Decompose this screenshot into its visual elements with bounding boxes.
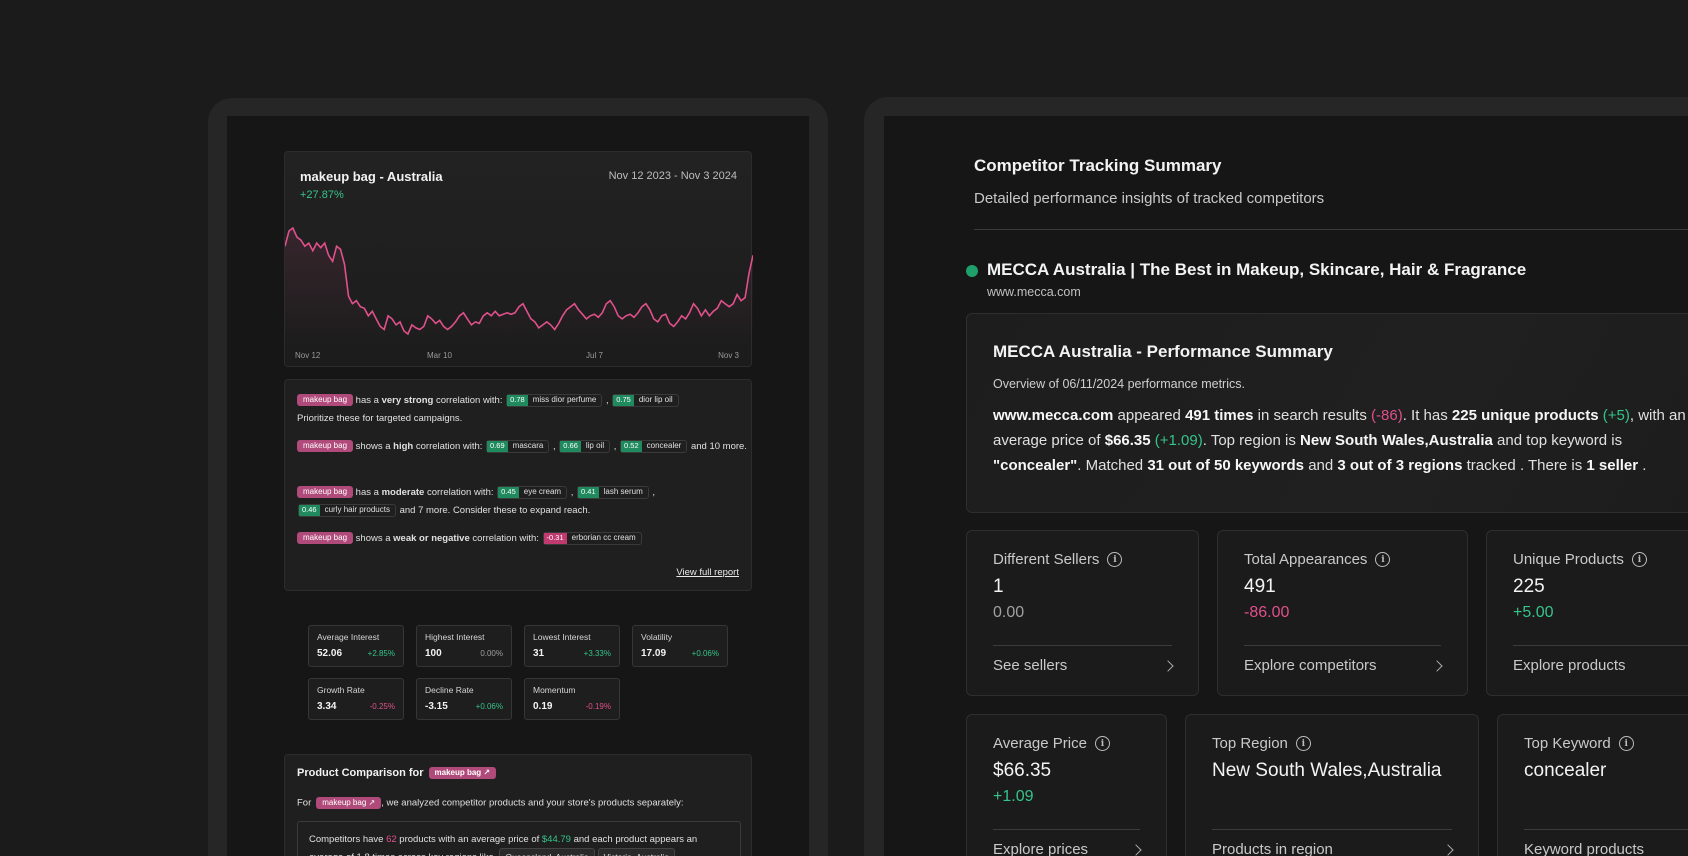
performance-summary-card: MECCA Australia - Performance Summary Ov… <box>966 313 1688 513</box>
trend-chart-card: makeup bag - Australia +27.87% Nov 12 20… <box>284 151 753 367</box>
x-tick-label: Mar 10 <box>427 351 452 360</box>
correlation-chip[interactable]: 0.66 lip oil <box>559 439 611 453</box>
chart-change: +27.87% <box>300 189 344 201</box>
status-dot-icon <box>966 265 978 277</box>
x-tick-label: Nov 3 <box>718 351 739 360</box>
keyword-tag[interactable]: makeup bag <box>297 394 354 407</box>
info-icon[interactable]: i <box>1295 736 1311 751</box>
keyword-tag[interactable]: makeup bag <box>297 440 354 453</box>
right-screen: Competitor Tracking Summary Detailed per… <box>884 116 1688 856</box>
correlation-chip[interactable]: 0.52 concealer <box>620 439 688 453</box>
trend-area <box>285 228 753 342</box>
correlation-chip[interactable]: 0.69 mascara <box>486 439 550 453</box>
products-in-region-link[interactable]: Products in region <box>1212 841 1454 856</box>
metric-top-region: Top Region i New South Wales,Australia Pr… <box>1185 714 1479 856</box>
correlation-chip[interactable]: 0.46 curly hair products <box>298 503 396 517</box>
chevron-right-icon <box>1442 843 1454 856</box>
competitor-url[interactable]: www.mecca.com <box>987 285 1081 299</box>
explore-prices-link[interactable]: Explore prices <box>993 841 1142 856</box>
performance-description: www.mecca.com appeared 491 times in sear… <box>993 407 1686 474</box>
page-subtitle: Detailed performance insights of tracked… <box>974 190 1325 207</box>
explore-products-link[interactable]: Explore products <box>1513 657 1626 674</box>
product-comparison-subtitle: For makeup bag ↗, we analyzed competitor … <box>297 797 684 809</box>
region-chip[interactable]: Victoria, Australia <box>597 848 676 856</box>
info-icon[interactable]: i <box>1618 736 1634 751</box>
info-icon[interactable]: i <box>1375 552 1391 567</box>
stat-momentum: Momentum 0.19 -0.19% <box>524 678 620 720</box>
keyword-tag[interactable]: makeup bag <box>297 486 354 499</box>
chevron-right-icon <box>1162 659 1174 672</box>
stat-highest-interest: Highest Interest 100 0.00% <box>416 625 512 667</box>
keyword-tag[interactable]: makeup bag <box>297 532 354 545</box>
trend-line-chart <box>285 226 753 342</box>
correlation-chip[interactable]: 0.75 dior lip oil <box>612 393 679 407</box>
divider <box>974 229 1688 230</box>
keyword-products-link[interactable]: Keyword products <box>1524 841 1645 856</box>
correlation-card: makeup bag has a very strong correlation… <box>284 379 752 591</box>
page-title: Competitor Tracking Summary <box>974 156 1222 175</box>
correlation-chip[interactable]: 0.45 eye cream <box>497 485 568 499</box>
region-chip[interactable]: Queensland, Australia <box>499 848 595 856</box>
stat-decline-rate: Decline Rate -3.15 +0.06% <box>416 678 512 720</box>
stat-growth-rate: Growth Rate 3.34 -0.25% <box>308 678 404 720</box>
chevron-right-icon <box>1130 843 1142 856</box>
correlation-chip[interactable]: 0.78 miss dior perfume <box>506 393 603 407</box>
performance-title: MECCA Australia - Performance Summary <box>993 342 1333 361</box>
info-icon[interactable]: i <box>1094 736 1110 751</box>
explore-competitors-link[interactable]: Explore competitors <box>1244 657 1443 674</box>
correlation-chip[interactable]: -0.31 erborian cc cream <box>542 531 642 545</box>
metric-top-keyword: Top Keyword i concealer Keyword products <box>1497 714 1688 856</box>
info-icon[interactable]: i <box>1631 552 1647 567</box>
keyword-link-tag[interactable]: makeup bag ↗ <box>316 797 382 809</box>
correlation-moderate: makeup bag has a moderate correlation wi… <box>297 484 747 520</box>
competitor-summary-box: Competitors have 62 products with an ave… <box>297 821 741 856</box>
product-comparison-card: Product Comparison for makeup bag ↗ For ma… <box>284 754 752 856</box>
see-sellers-link[interactable]: See sellers <box>993 657 1174 674</box>
performance-subtitle: Overview of 06/11/2024 performance metri… <box>993 377 1245 391</box>
metric-average-price: Average Price i $66.35 +1.09 Explore pric… <box>966 714 1167 856</box>
metric-different-sellers: Different Sellers i 1 0.00 See sellers <box>966 530 1199 696</box>
x-tick-label: Jul 7 <box>586 351 603 360</box>
trend-line-series <box>285 226 753 336</box>
x-tick-label: Nov 12 <box>295 351 321 360</box>
stat-volatility: Volatility 17.09 +0.06% <box>632 625 728 667</box>
metric-unique-products: Unique Products i 225 +5.00 Explore produ… <box>1486 530 1688 696</box>
info-icon[interactable]: i <box>1107 552 1123 567</box>
correlation-weak: makeup bag shows a weak or negative corr… <box>297 530 747 548</box>
view-full-report-link[interactable]: View full report <box>676 567 739 578</box>
stat-average-interest: Average Interest 52.06 +2.85% <box>308 625 404 667</box>
chart-title: makeup bag - Australia <box>300 169 443 184</box>
keyword-link-tag[interactable]: makeup bag ↗ <box>428 767 497 780</box>
chart-date-range: Nov 12 2023 - Nov 3 2024 <box>608 170 737 182</box>
stat-lowest-interest: Lowest Interest 31 +3.33% <box>524 625 620 667</box>
correlation-chip[interactable]: 0.41 lash serum <box>577 485 649 499</box>
competitor-name[interactable]: MECCA Australia | The Best in Makeup, Sk… <box>987 260 1527 279</box>
product-comparison-title: Product Comparison for makeup bag ↗ <box>297 767 497 780</box>
correlation-very-strong: makeup bag has a very strong correlation… <box>297 392 747 428</box>
chevron-right-icon <box>1431 659 1443 672</box>
left-screen: makeup bag - Australia +27.87% Nov 12 20… <box>227 116 809 856</box>
metric-total-appearances: Total Appearances i 491 -86.00 Explore co… <box>1217 530 1468 696</box>
correlation-high: makeup bag shows a high correlation with… <box>297 438 747 456</box>
